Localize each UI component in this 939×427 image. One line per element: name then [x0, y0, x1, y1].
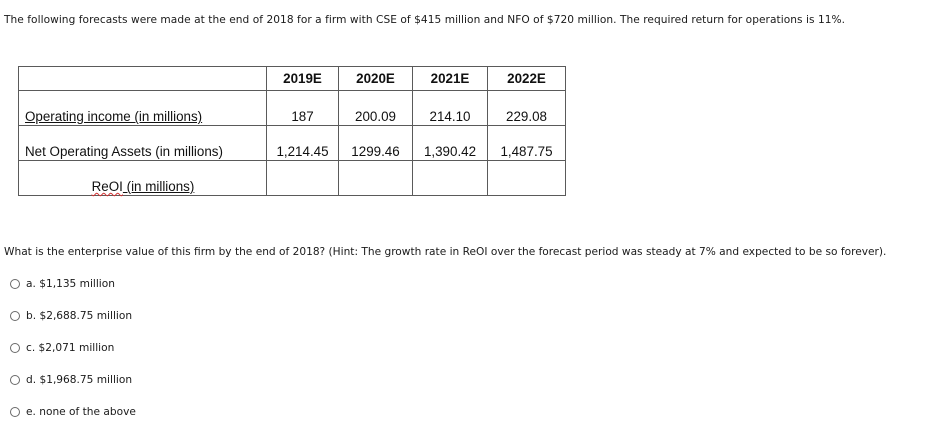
option-a[interactable]: a. $1,135 million	[10, 278, 115, 290]
header-cell-2020e: 2020E	[338, 66, 413, 91]
question-text: What is the enterprise value of this fir…	[4, 246, 887, 258]
header-cell-2021e: 2021E	[412, 66, 488, 91]
table-cell-empty	[338, 160, 413, 196]
option-c[interactable]: c. $2,071 million	[10, 342, 114, 354]
table-row: Net Operating Assets (in millions) 1,214…	[18, 125, 566, 161]
forecast-table: 2019E 2020E 2021E 2022E Operating income…	[18, 66, 566, 196]
row-label-text: Operating income (in millions)	[25, 109, 203, 124]
table-cell: 187	[266, 90, 339, 126]
table-cell-empty	[412, 160, 488, 196]
header-cell-empty	[18, 66, 267, 91]
header-cell-2022e: 2022E	[487, 66, 566, 91]
row-label-net-operating-assets: Net Operating Assets (in millions)	[18, 125, 267, 161]
table-header-row: 2019E 2020E 2021E 2022E	[18, 66, 566, 91]
option-label: e. none of the above	[26, 406, 136, 418]
option-label: c. $2,071 million	[26, 342, 115, 354]
option-e[interactable]: e. none of the above	[10, 406, 136, 418]
intro-text: The following forecasts were made at the…	[4, 14, 846, 26]
table-cell: 214.10	[412, 90, 488, 126]
row-label-reoi: ReOI (in millions)	[18, 160, 267, 196]
option-b[interactable]: b. $2,688.75 million	[10, 310, 132, 322]
option-label: a. $1,135 million	[26, 278, 115, 290]
reoi-label-suffix: (in millions)	[122, 179, 195, 194]
header-cell-2019e: 2019E	[266, 66, 339, 91]
table-cell: 229.08	[487, 90, 566, 126]
radio-button[interactable]	[10, 279, 20, 289]
option-d[interactable]: d. $1,968.75 million	[10, 374, 132, 386]
table-cell: 200.09	[338, 90, 413, 126]
radio-button[interactable]	[10, 407, 20, 417]
table-cell: 1,214.45	[266, 125, 339, 161]
table-cell: 1299.46	[338, 125, 413, 161]
table-cell-empty	[266, 160, 339, 196]
option-label: d. $1,968.75 million	[26, 374, 133, 386]
option-label: b. $2,688.75 million	[26, 310, 133, 322]
reoi-abbrev: ReOI	[91, 179, 123, 194]
row-label-operating-income: Operating income (in millions)	[18, 90, 267, 126]
table-cell: 1,487.75	[487, 125, 566, 161]
radio-button[interactable]	[10, 311, 20, 321]
table-row: ReOI (in millions)	[18, 160, 566, 196]
table-row: Operating income (in millions) 187 200.0…	[18, 90, 566, 126]
radio-button[interactable]	[10, 375, 20, 385]
table-cell: 1,390.42	[412, 125, 488, 161]
table-cell-empty	[487, 160, 566, 196]
radio-button[interactable]	[10, 343, 20, 353]
